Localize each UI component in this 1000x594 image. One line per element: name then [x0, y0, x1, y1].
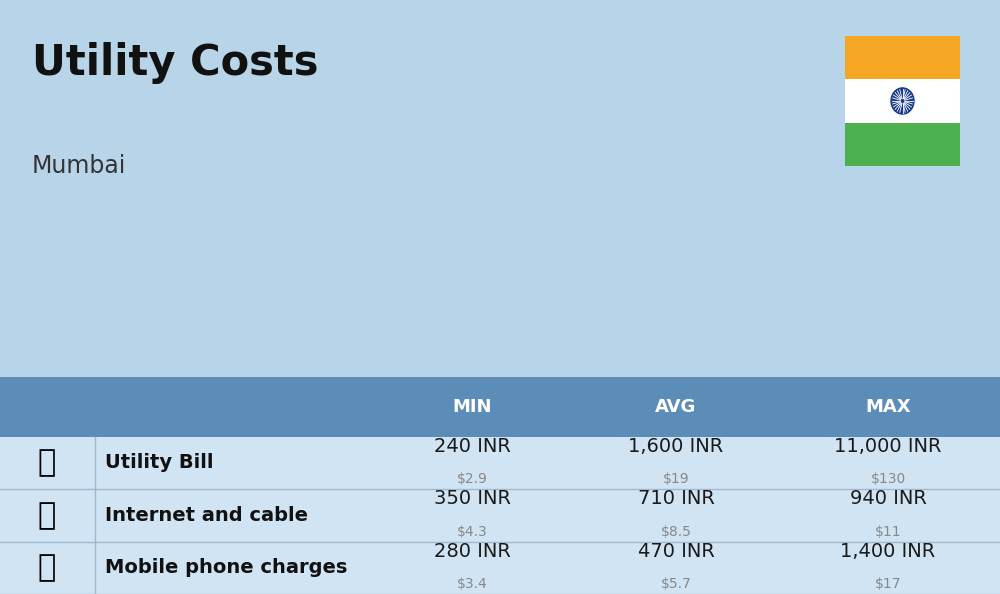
- Text: $8.5: $8.5: [661, 525, 691, 539]
- Text: 1,400 INR: 1,400 INR: [840, 542, 936, 561]
- Bar: [0, 377, 1000, 437]
- Bar: [0, 437, 1000, 489]
- Text: $11: $11: [875, 525, 901, 539]
- Circle shape: [891, 88, 914, 114]
- Text: 940 INR: 940 INR: [850, 489, 926, 508]
- Text: AVG: AVG: [655, 398, 697, 416]
- Text: 710 INR: 710 INR: [638, 489, 714, 508]
- Text: MAX: MAX: [865, 398, 911, 416]
- Bar: [845, 123, 960, 166]
- Text: 470 INR: 470 INR: [638, 542, 714, 561]
- Bar: [0, 489, 1000, 542]
- Text: $2.9: $2.9: [457, 472, 487, 486]
- Text: Mumbai: Mumbai: [32, 154, 126, 178]
- Text: Utility Bill: Utility Bill: [105, 453, 214, 472]
- Bar: [0, 542, 1000, 594]
- Text: 350 INR: 350 INR: [434, 489, 511, 508]
- Text: $17: $17: [875, 577, 901, 592]
- Text: $130: $130: [870, 472, 906, 486]
- Text: Utility Costs: Utility Costs: [32, 42, 318, 84]
- Text: 11,000 INR: 11,000 INR: [834, 437, 942, 456]
- Text: $5.7: $5.7: [661, 577, 691, 592]
- Text: $4.3: $4.3: [457, 525, 487, 539]
- Text: Mobile phone charges: Mobile phone charges: [105, 558, 347, 577]
- Text: 280 INR: 280 INR: [434, 542, 510, 561]
- Text: 240 INR: 240 INR: [434, 437, 510, 456]
- Bar: [845, 36, 960, 79]
- Text: 📱: 📱: [38, 553, 56, 582]
- Bar: [845, 79, 960, 123]
- Text: $19: $19: [663, 472, 689, 486]
- Text: MIN: MIN: [452, 398, 492, 416]
- Text: Internet and cable: Internet and cable: [105, 506, 308, 525]
- Text: 1,600 INR: 1,600 INR: [628, 437, 724, 456]
- Text: 🔌: 🔌: [38, 448, 56, 478]
- Text: $3.4: $3.4: [457, 577, 487, 592]
- Text: 📶: 📶: [38, 501, 56, 530]
